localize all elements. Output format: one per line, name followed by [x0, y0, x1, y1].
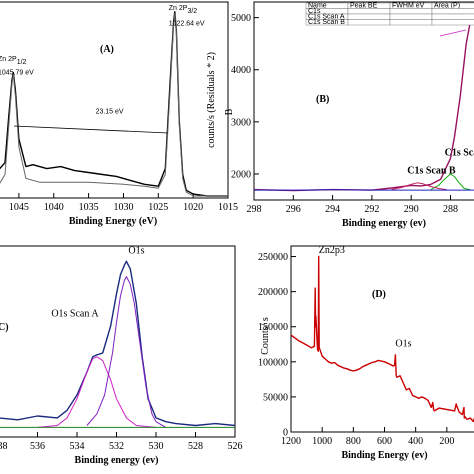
panel-label: (A) [100, 44, 114, 55]
chart-panel-d: 1200 1000 800 600 400 200 0 50000 100000 150000 20… [258, 245, 474, 461]
y-tick-label: 50000 [263, 392, 288, 403]
x-tick-label: 800 [346, 436, 361, 447]
x-tick-label: 1035 [79, 202, 99, 213]
annotation-label: Zn 2P1/2 [0, 56, 27, 66]
table-cell [389, 13, 433, 20]
y-tick-label: 3000 [231, 117, 251, 128]
x-tick-label: 528 [188, 441, 203, 452]
series-group [0, 11, 228, 197]
y-axis-label: counts/s (Residuals * 2) [206, 52, 217, 148]
annotation-label: 23.15 eV [96, 109, 124, 116]
annotation-subscript: 1/2 [17, 59, 27, 66]
series-line-raw-0 [0, 11, 228, 197]
x-tick-label: 1020 [183, 202, 203, 213]
x-tick-label: 1000 [312, 436, 332, 447]
annotation-label: Zn2p3 [319, 245, 345, 256]
table-cell [389, 8, 433, 15]
x-tick-label: 200 [439, 436, 454, 447]
table-cell [431, 13, 474, 20]
y-axis-label-2: B [224, 108, 235, 115]
plot-frame [0, 245, 236, 438]
y-tick-label: 2000 [231, 169, 251, 180]
y-tick-label: 5000 [231, 13, 251, 24]
table-cell-text: C1s Scan B [308, 19, 345, 26]
x-tick-label: 290 [404, 204, 419, 215]
y-tick-label: 100000 [258, 357, 288, 368]
table-cell-text: C1s Scan A [308, 13, 345, 20]
table-cell-text: C1s [308, 8, 321, 15]
x-tick-label: 530 [149, 441, 164, 452]
table-header-cell: Area (P) [434, 2, 460, 9]
x-tick-label: 532 [109, 441, 124, 452]
annotation-label: O1s [395, 338, 411, 349]
y-tick-label: 150000 [258, 322, 288, 333]
table-header-cell: FWHM eV [392, 2, 425, 9]
chart-panel-a: 1045 1040 1035 1030 1025 1020 1015 Zn 2P3/2 1022… [0, 1, 238, 227]
table-cell [431, 8, 474, 15]
table-cell [431, 19, 474, 26]
x-tick-label: 1030 [113, 202, 133, 213]
energy-gap-line [13, 125, 169, 134]
x-tick-label: 296 [286, 204, 301, 215]
series-line-o1s [0, 260, 235, 427]
panel-label: (B) [316, 94, 329, 105]
series-line-c1s-scan-a [430, 173, 471, 191]
x-tick-label: 298 [247, 204, 262, 215]
annotation-label: C1s Scan B [407, 165, 456, 176]
annotation-label: 1045.79 eV [0, 70, 34, 77]
x-axis-label: Binding Energy (ev) [341, 450, 427, 461]
chart-panel-c: 536 534 532 530 528 526 538 O1s O1s Scan A C) Bind… [0, 245, 243, 466]
annotation-label: O1s [128, 246, 144, 257]
x-tick-label: 526 [228, 441, 243, 452]
annotation-subscript: 3/2 [187, 8, 197, 15]
x-tick-label: 1200 [281, 436, 301, 447]
y-axis-label: Counts/ s [260, 317, 271, 355]
chart-panel-b: 2982962942922902882862000300040005000C1s… [206, 1, 474, 229]
annotation-label: Zn 2P3/2 [169, 5, 198, 15]
x-tick-label: 536 [30, 441, 45, 452]
panel-label: C) [0, 322, 9, 333]
table-cell [347, 13, 391, 20]
table-cell [347, 8, 391, 15]
table-cell [347, 19, 391, 26]
x-axis-label: Binding Energy (eV) [69, 216, 157, 227]
y-tick-label: 4000 [231, 65, 251, 76]
panel-label: (D) [372, 289, 386, 300]
x-tick-label: 1045 [9, 202, 29, 213]
annotation-label: C1s Scan A [445, 148, 474, 159]
y-tick-label: 250000 [258, 252, 288, 263]
x-tick-label: 292 [364, 204, 379, 215]
c1s-pointer-line [439, 29, 467, 37]
plot-frame [253, 1, 474, 201]
x-tick-label: 600 [377, 436, 392, 447]
annotation-label: O1s Scan A [51, 309, 99, 320]
series-group [254, 16, 474, 192]
x-tick-label: 1025 [148, 202, 168, 213]
x-tick-label: 288 [443, 204, 458, 215]
x-tick-label: 294 [325, 204, 340, 215]
series-line-survey [291, 255, 474, 423]
x-tick-label: 1015 [218, 202, 238, 213]
plot-frame [0, 1, 229, 199]
y-tick-label: 200000 [258, 287, 288, 298]
annotation-label: 1022.64 eV [169, 21, 205, 28]
series-group [291, 255, 474, 423]
x-tick-label: 538 [0, 441, 8, 452]
x-tick-label: 400 [408, 436, 423, 447]
series-line-fit-2 [86, 276, 167, 428]
x-axis-label: Binding energy (ev) [342, 218, 426, 229]
table-header-cell: Peak BE [350, 2, 378, 9]
series-line-c1s-scan-b [391, 182, 447, 191]
x-tick-label: 1040 [44, 202, 64, 213]
table-header-cell: Name [308, 2, 327, 9]
y-tick-label: 0 [283, 428, 288, 439]
x-axis-label: Binding energy (ev) [75, 455, 159, 466]
series-line-fit-1 [0, 13, 228, 197]
table-cell [389, 19, 433, 26]
series-line-o1s-scan-a [37, 356, 157, 428]
series-group [0, 260, 235, 428]
x-tick-label: 534 [70, 441, 85, 452]
